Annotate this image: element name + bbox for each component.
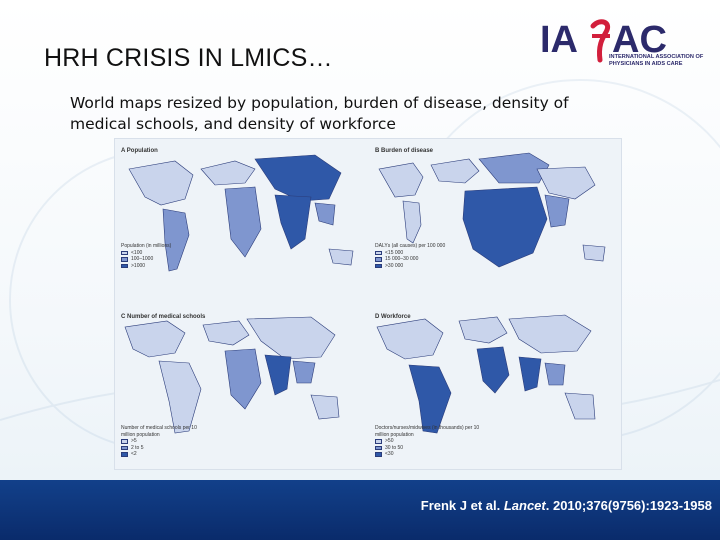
panel-title: A Population: [121, 148, 158, 154]
legend-title: Doctors/nurses/midwives (in thousands) p…: [375, 425, 480, 438]
slide-title: HRH CRISIS IN LMICS…: [44, 44, 333, 72]
legend-swatch: [121, 257, 128, 262]
legend-label: >30 000: [385, 262, 404, 269]
svg-text:IA: IA: [540, 19, 578, 61]
svg-text:AC: AC: [612, 19, 667, 61]
legend-label: 100–1000: [131, 256, 154, 262]
legend-swatch: [375, 445, 382, 450]
legend-swatch: [375, 452, 382, 457]
legend-label: 2 to 5: [131, 444, 144, 451]
legend-title: Population (in millions): [121, 243, 172, 249]
legend-item: >30 000: [375, 263, 455, 270]
legend-swatch: [121, 445, 128, 450]
panel-title: D Workforce: [375, 314, 411, 320]
legend-item: <30: [375, 451, 485, 458]
legend-label: <15 000: [385, 249, 404, 256]
legend-swatch: [375, 250, 382, 255]
map-legend: Population (in millions) <100 100–1000 >…: [121, 243, 201, 269]
slide-subtitle: World maps resized by population, burden…: [70, 94, 569, 133]
legend-label: >50: [385, 438, 394, 444]
logo-tagline: International Association of Physicians …: [609, 54, 704, 67]
panel-title: C Number of medical schools: [121, 314, 206, 320]
citation-journal: Lancet: [503, 498, 546, 513]
legend-title: Number of medical schools per 10 million…: [121, 425, 197, 438]
legend-swatch: [375, 439, 382, 444]
legend-label: >1000: [131, 262, 146, 269]
footer-bar: Frenk J et al. Lancet. 2010;376(9756):19…: [0, 480, 720, 540]
legend-swatch: [121, 263, 128, 268]
legend-swatch: [121, 439, 128, 444]
citation-authors: Frenk J et al.: [420, 498, 504, 513]
legend-label: 15 000–30 000: [385, 256, 419, 262]
legend-item: 30 to 50: [375, 445, 485, 452]
panel-population: A Population Population (in millions) <1…: [115, 139, 369, 305]
legend-item: 2 to 5: [121, 445, 211, 452]
legend-label: <30: [385, 451, 394, 457]
medical-schools-map: [124, 316, 340, 434]
legend-item: <100: [121, 250, 201, 257]
citation-details: . 2010;376(9756):1923-1958: [545, 498, 712, 513]
legend-item: <15 000: [375, 250, 455, 257]
legend-label: >5: [131, 438, 137, 444]
legend-item: <2: [121, 451, 211, 458]
workforce-map: [376, 314, 596, 434]
legend-item: >1000: [121, 263, 201, 270]
legend-swatch: [121, 250, 128, 255]
burden-map: [378, 152, 606, 268]
legend-item: >5: [121, 438, 211, 445]
citation: Frenk J et al. Lancet. 2010;376(9756):19…: [421, 498, 712, 513]
logo-graphic: IA AC: [540, 19, 667, 63]
map-legend: Number of medical schools per 10 million…: [121, 425, 211, 458]
panel-burden-of-disease: B Burden of disease DALYs (all causes) p…: [369, 139, 623, 305]
legend-title: DALYs (all causes) per 100 000: [375, 243, 446, 249]
cartogram-figure: A Population Population (in millions) <1…: [114, 138, 622, 470]
map-legend: Doctors/nurses/midwives (in thousands) p…: [375, 425, 485, 458]
legend-label: <2: [131, 451, 137, 457]
population-map: [128, 154, 354, 272]
legend-label: 30 to 50: [385, 444, 404, 451]
legend-item: >50: [375, 438, 485, 445]
legend-swatch: [121, 452, 128, 457]
legend-item: 15 000–30 000: [375, 256, 455, 263]
legend-item: 100–1000: [121, 256, 201, 263]
legend-swatch: [375, 257, 382, 262]
iapac-logo: IA AC International Association of Physi…: [540, 16, 710, 74]
panel-workforce: D Workforce Doctors/nurses/midwives (in …: [369, 305, 623, 471]
legend-label: <100: [131, 249, 143, 256]
panel-title: B Burden of disease: [375, 148, 434, 154]
map-legend: DALYs (all causes) per 100 000 <15 000 1…: [375, 243, 455, 269]
panel-medical-schools: C Number of medical schools Number of me…: [115, 305, 369, 471]
legend-swatch: [375, 263, 382, 268]
